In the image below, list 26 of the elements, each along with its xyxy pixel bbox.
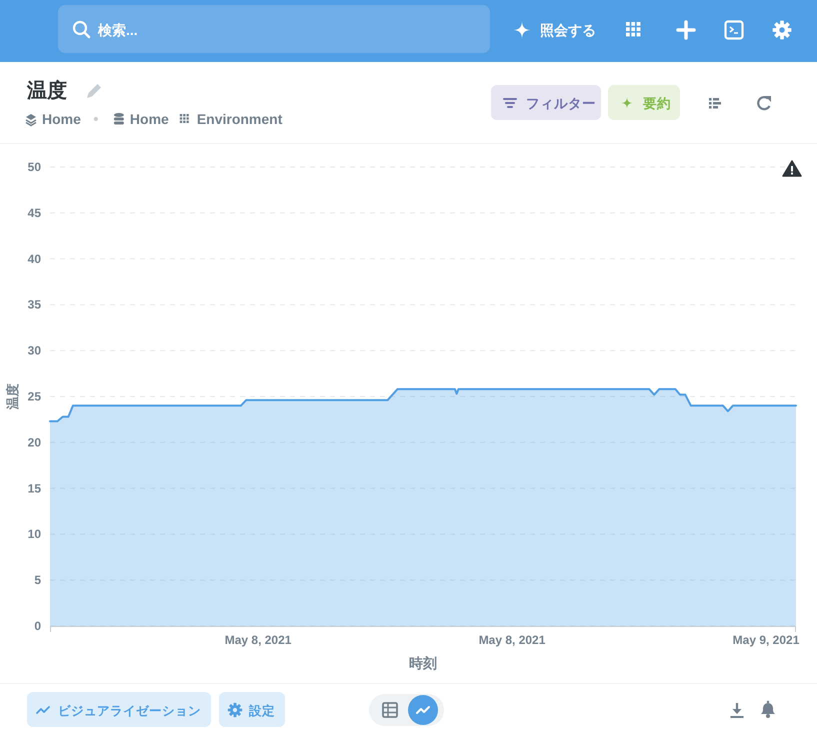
x-tick-label: May 8, 2021: [224, 633, 292, 647]
text: 要約: [642, 96, 671, 111]
y-tick-label: 45: [28, 206, 42, 220]
y-tick-label: 35: [28, 298, 42, 312]
text: Home: [130, 111, 170, 127]
x-tick-label: May 9, 2021: [732, 633, 800, 647]
y-tick-label: 25: [28, 390, 42, 404]
text: Home: [42, 111, 82, 127]
y-tick-label: 20: [28, 435, 42, 450]
y-tick-label: 40: [28, 252, 42, 266]
y-tick-label: 15: [28, 481, 42, 496]
y-tick-label: 10: [28, 527, 42, 542]
text: フィルター: [526, 96, 596, 111]
y-tick-label: 5: [34, 573, 42, 588]
x-axis-title: 時刻: [409, 655, 437, 671]
text: ビジュアライゼーション: [58, 704, 201, 718]
x-tick-label: May 8, 2021: [478, 633, 546, 647]
y-tick-label: 30: [28, 344, 42, 358]
text: 検索...: [97, 22, 138, 38]
text: Environment: [196, 111, 283, 127]
y-tick-label: 50: [28, 160, 42, 174]
chart-title: 温度: [26, 79, 67, 102]
text: 照会する: [540, 22, 596, 38]
y-axis-title: 温度: [5, 384, 20, 410]
y-tick-label: 0: [34, 619, 42, 633]
text: 設定: [248, 703, 275, 718]
